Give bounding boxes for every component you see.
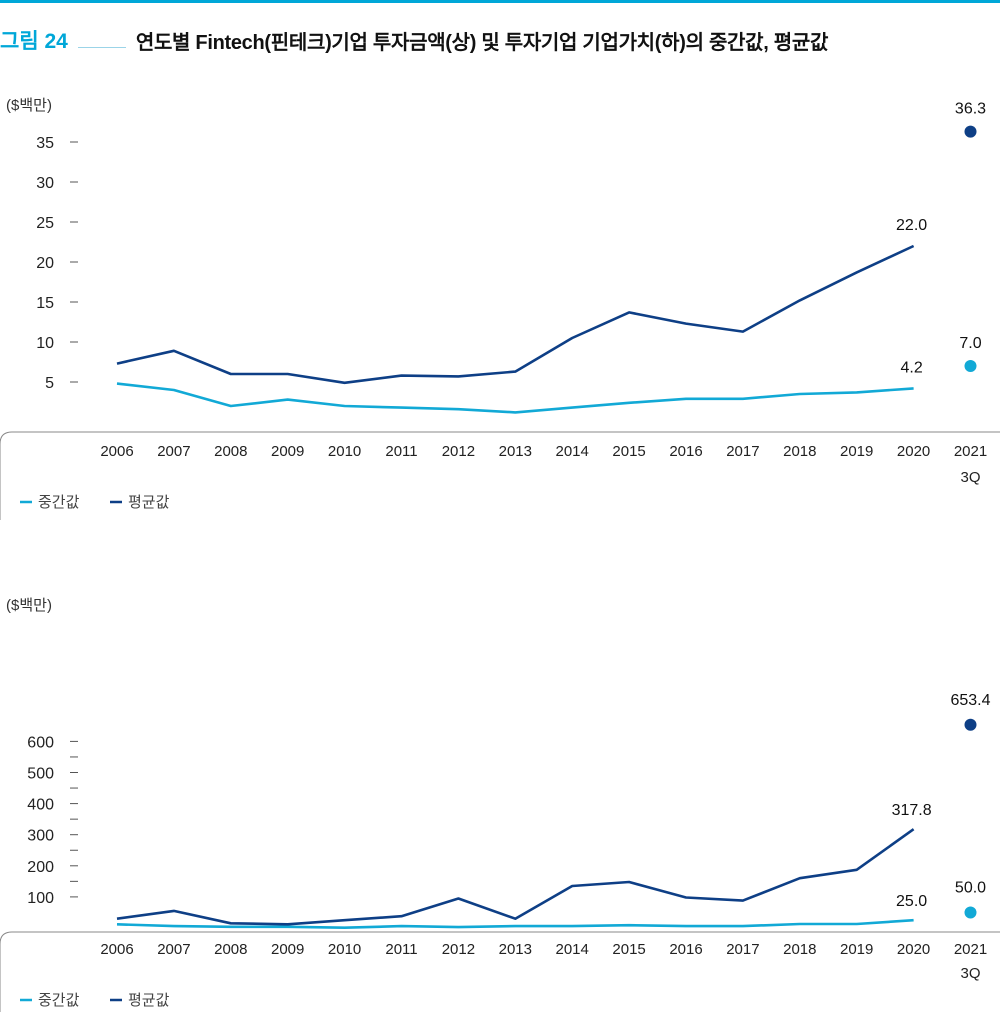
x-tick-label: 2018 [783,941,816,958]
data-label: 36.3 [955,101,986,118]
axis-frame [0,931,1000,1012]
axis-frame [0,431,1000,520]
x-tick-label: 2013 [499,941,532,958]
unit-label: ($백만) [6,597,52,614]
x-tick-label: 2011 [385,443,417,460]
x-tick-label: 2010 [328,941,361,958]
data-label: 25.0 [896,893,927,910]
final-dot-mean [964,125,977,138]
legend-label: 평균값 [128,494,170,511]
figure-title-row: 그림 24 연도별 Fintech(핀테크)기업 투자금액(상) 및 투자기업 … [0,20,1000,60]
data-label: 653.4 [950,692,990,709]
unit-label: ($백만) [6,97,52,114]
y-tick-label: 30 [36,175,54,192]
data-label: 317.8 [892,802,932,819]
y-tick-label: 15 [36,295,54,312]
x-tick-label: 2010 [328,443,361,460]
x-tick-label: 2019 [840,941,873,958]
x-tick-label: 2006 [100,941,133,958]
y-tick-label: 100 [27,890,54,907]
x-tick-label: 2019 [840,443,873,460]
x-tick-label: 2009 [271,941,304,958]
x-tick-label: 2011 [385,941,417,958]
x-tick-label: 2007 [157,941,190,958]
data-label: 4.2 [900,359,922,376]
data-label: 7.0 [959,335,981,352]
data-label: 50.0 [955,879,986,896]
y-tick-label: 35 [36,135,54,152]
x-tick-label: 2013 [499,443,532,460]
x-tick-label: 2014 [556,941,589,958]
legend-label: 중간값 [38,494,80,511]
x-tick-label: 2017 [726,941,759,958]
series-line-mean [116,828,915,926]
x-tick-label: 2017 [726,443,759,460]
y-tick-label: 300 [27,828,54,845]
figure-title: 연도별 Fintech(핀테크)기업 투자금액(상) 및 투자기업 기업가치(하… [135,31,829,54]
title-rule [77,46,126,48]
data-label: 22.0 [896,217,927,234]
x-tick-label: 2016 [669,443,702,460]
series-line-median [116,382,914,414]
x-tick-label: 2008 [214,443,247,460]
x-tick-label: 2006 [100,443,133,460]
x-tick-label: 2015 [612,941,645,958]
final-dot-mean [964,718,977,731]
x-tick-label: 2009 [271,443,304,460]
figure-label: 그림 24 [0,30,68,53]
x-tick-label: 2008 [214,941,247,958]
x-tick-label: 2021 3Q [954,443,987,486]
y-tick-label: 20 [36,255,54,272]
x-tick-label: 2007 [157,443,190,460]
final-dot-median [964,360,977,372]
x-tick-label: 2012 [442,443,475,460]
x-tick-label: 2015 [612,443,645,460]
legend-label: 중간값 [38,992,80,1009]
y-tick-label: 400 [27,797,54,814]
top-accent-line [0,0,1000,3]
x-tick-label: 2014 [556,443,589,460]
x-tick-label: 2021 3Q [954,941,987,982]
series-line-mean [116,244,915,385]
x-tick-label: 2016 [669,941,702,958]
company-value-chart: ($백만) 100 200 300 400 500 600 2006 2007 2008 2009 2… [0,597,1000,1012]
final-dot-median [964,906,977,919]
legend-label: 평균값 [128,992,170,1009]
y-tick-label: 10 [36,335,54,352]
investment-amount-chart: ($백만) 5 10 15 20 25 30 35 2006 2007 2008 2009 2010 20… [0,97,1000,520]
y-tick-label: 25 [36,215,54,232]
y-tick-label: 600 [27,734,54,751]
x-tick-label: 2018 [783,443,816,460]
y-tick-label: 5 [45,375,54,392]
x-tick-label: 2020 [897,443,930,460]
y-tick-label: 200 [27,859,54,876]
x-tick-label: 2020 [897,941,930,958]
x-tick-label: 2012 [442,941,475,958]
y-tick-label: 500 [27,766,54,783]
